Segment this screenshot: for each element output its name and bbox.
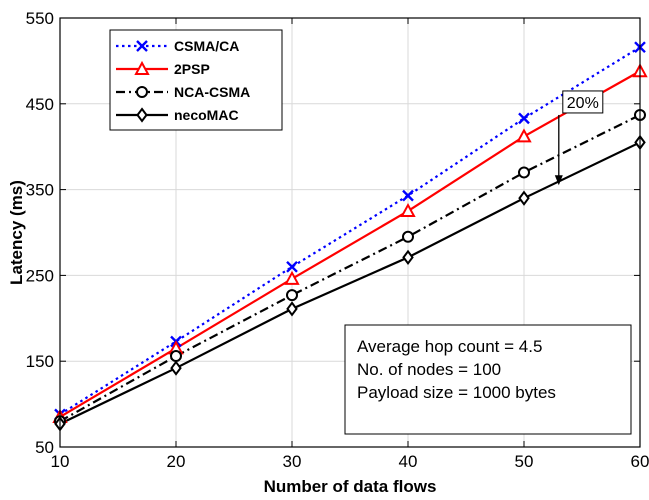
y-tick-label: 350 bbox=[26, 181, 54, 200]
parameters-note: Average hop count = 4.5 No. of nodes = 10… bbox=[344, 324, 632, 435]
series-point-1 bbox=[400, 202, 416, 218]
legend-label: necoMAC bbox=[174, 107, 239, 123]
series-point-1 bbox=[284, 270, 300, 285]
annotation-label: 20% bbox=[567, 95, 599, 112]
note-line: Average hop count = 4.5 bbox=[357, 337, 542, 356]
annotation-arrowhead bbox=[554, 175, 563, 186]
y-tick-label: 50 bbox=[35, 438, 54, 457]
x-tick-label: 50 bbox=[515, 452, 534, 471]
legend-marker bbox=[136, 107, 148, 123]
series-point-3 bbox=[518, 190, 530, 206]
percent-annotation: 20% bbox=[554, 90, 604, 186]
legend-label: NCA-CSMA bbox=[174, 84, 250, 100]
plot-frame bbox=[59, 17, 641, 448]
legend-marker bbox=[136, 40, 148, 52]
series-point-0 bbox=[518, 112, 530, 125]
x-tick-label: 40 bbox=[399, 452, 418, 471]
y-tick-label: 250 bbox=[26, 266, 54, 285]
y-tick-label: 550 bbox=[26, 9, 54, 28]
y-tick-label: 150 bbox=[26, 352, 54, 371]
x-axis-label: Number of data flows bbox=[264, 477, 437, 496]
series-point-2 bbox=[286, 289, 298, 302]
legend-marker bbox=[136, 86, 148, 98]
x-tick-label: 20 bbox=[167, 452, 186, 471]
axis-ticks: 10 20 30 40 50 60 50 150 250 350 450 550 bbox=[26, 9, 649, 471]
series-lines bbox=[59, 46, 641, 425]
series-line-3 bbox=[59, 141, 641, 425]
series-line-0 bbox=[59, 46, 641, 416]
legend-label: 2PSP bbox=[174, 61, 210, 77]
legend: CSMA/CA 2PSP NCA-CSMA necoMAC bbox=[109, 29, 283, 131]
note-line: Payload size = 1000 bytes bbox=[357, 383, 556, 402]
legend-label: CSMA/CA bbox=[174, 38, 239, 54]
legend-marker bbox=[134, 60, 150, 75]
series-line-1 bbox=[59, 70, 641, 418]
series-point-2 bbox=[170, 350, 182, 363]
x-tick-label: 60 bbox=[631, 452, 649, 471]
x-tick-label: 10 bbox=[51, 452, 70, 471]
series-point-2 bbox=[518, 166, 530, 179]
y-tick-label: 450 bbox=[26, 95, 54, 114]
note-box bbox=[344, 324, 632, 435]
y-axis-label: Latency (ms) bbox=[7, 180, 26, 285]
series-point-3 bbox=[402, 249, 414, 266]
series-line-2 bbox=[59, 113, 641, 423]
x-tick-label: 30 bbox=[283, 452, 302, 471]
series-point-2 bbox=[402, 230, 414, 243]
series-markers bbox=[52, 41, 648, 432]
series-point-0 bbox=[286, 260, 298, 273]
note-line: No. of nodes = 100 bbox=[357, 360, 501, 379]
annotation-box bbox=[562, 90, 604, 114]
series-point-1 bbox=[516, 128, 532, 143]
series-point-3 bbox=[286, 301, 298, 317]
series-point-0 bbox=[402, 189, 414, 202]
series-point-3 bbox=[170, 360, 182, 376]
